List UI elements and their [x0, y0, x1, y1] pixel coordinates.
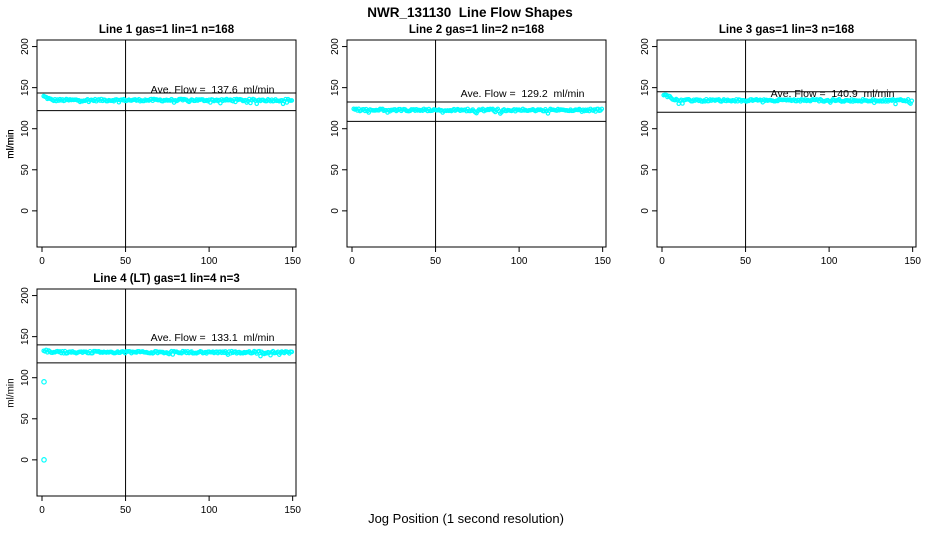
y-tick-label: 150	[640, 79, 651, 96]
panel-annotation-3: Ave. Flow = 140.9 ml/min	[770, 87, 895, 100]
plot-box	[36, 39, 297, 248]
panel-title-1: Line 1 gas=1 lin=1 n=168	[98, 24, 235, 36]
x-tick-label: 100	[201, 256, 218, 267]
x-tick-label: 0	[39, 256, 45, 267]
x-tick-label: 50	[120, 505, 132, 516]
plot-box	[346, 39, 607, 248]
data-point	[218, 100, 223, 106]
outlier-point	[41, 457, 47, 463]
y-axis-label-3: ml/min	[5, 128, 17, 159]
y-tick-label: 100	[640, 120, 651, 137]
y-tick-label: 150	[20, 328, 31, 345]
data-point	[289, 98, 295, 103]
x-tick-label: 100	[511, 256, 528, 267]
y-tick-label: 100	[330, 120, 341, 137]
x-tick-label: 50	[430, 256, 442, 267]
x-tick-label: 50	[120, 256, 132, 267]
y-tick-label: 100	[20, 120, 31, 137]
y-tick-label: 100	[20, 369, 31, 386]
panel-annotation-4: Ave. Flow = 133.1 ml/min	[150, 331, 275, 344]
y-tick-label: 50	[330, 164, 341, 176]
y-tick-label: 150	[330, 79, 341, 96]
outlier-point	[41, 379, 47, 385]
y-axis-label-4: ml/min	[5, 377, 17, 408]
data-point	[256, 348, 262, 354]
data-point	[599, 106, 605, 112]
x-tick-label: 150	[284, 256, 301, 267]
y-tick-label: 0	[640, 208, 651, 214]
x-tick-label: 150	[904, 256, 921, 267]
y-tick-label: 0	[330, 208, 341, 214]
y-tick-label: 200	[20, 287, 31, 304]
x-tick-label: 0	[39, 505, 45, 516]
x-tick-label: 150	[594, 256, 611, 267]
plot-box	[36, 288, 297, 497]
y-tick-label: 200	[640, 38, 651, 55]
x-tick-label: 0	[659, 256, 665, 267]
panel-annotation-2: Ave. Flow = 129.2 ml/min	[460, 87, 585, 100]
x-tick-label: 0	[349, 256, 355, 267]
x-tick-label: 100	[821, 256, 838, 267]
y-tick-label: 50	[20, 164, 31, 176]
y-tick-label: 0	[20, 208, 31, 214]
panel-title-4: Line 4 (LT) gas=1 lin=4 n=3	[93, 273, 240, 285]
x-tick-label: 100	[201, 505, 218, 516]
plot-box	[656, 39, 917, 248]
panel-title-2: Line 2 gas=1 lin=2 n=168	[408, 24, 545, 36]
y-tick-label: 50	[20, 413, 31, 425]
main-title: NWR_131130 Line Flow Shapes	[367, 5, 573, 20]
data-point	[258, 353, 263, 359]
data-point	[893, 101, 898, 107]
data-point	[909, 98, 915, 104]
y-tick-label: 50	[640, 164, 651, 176]
y-tick-label: 0	[20, 457, 31, 463]
y-tick-label: 200	[330, 38, 341, 55]
panel-title-3: Line 3 gas=1 lin=3 n=168	[718, 24, 855, 36]
panel-annotation-1: Ave. Flow = 137.6 ml/min	[150, 83, 275, 96]
x-tick-label: 150	[284, 505, 301, 516]
data-point	[289, 349, 295, 355]
y-tick-label: 150	[20, 79, 31, 96]
x-axis-label: Jog Position (1 second resolution)	[368, 511, 564, 526]
x-tick-label: 50	[740, 256, 752, 267]
y-tick-label: 200	[20, 38, 31, 55]
